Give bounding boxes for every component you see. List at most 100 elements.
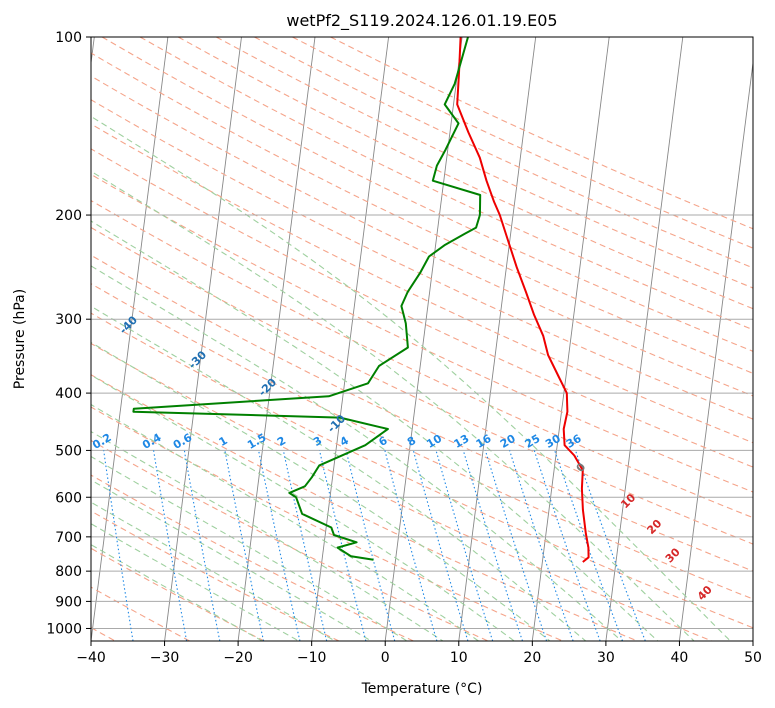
y-axis-label: Pressure (hPa) (12, 289, 28, 389)
dry-adiabat-line (91, 99, 753, 420)
moist-adiabat-line (91, 170, 695, 641)
dry-adiabat-line (91, 510, 340, 641)
moist-adiabat-line (91, 501, 337, 641)
moist-adiabat-line (91, 305, 587, 641)
moist-adiabat-line (91, 341, 551, 641)
mixing-ratio-label: 8 (405, 434, 418, 449)
dry-adiabat-line (91, 547, 265, 641)
isotherm-label: -20 (256, 376, 279, 399)
mixing-ratio-label: 10 (424, 432, 444, 451)
x-tick-label: −40 (76, 650, 106, 666)
y-tick-label: 200 (55, 208, 82, 224)
isotherm-line (91, 37, 169, 641)
dry-adiabat-line (91, 342, 713, 641)
isotherm-line (752, 637, 753, 641)
isotherm-line (531, 37, 610, 641)
mixing-ratio-label: 20 (498, 432, 518, 451)
moist-adiabat-line (91, 220, 659, 641)
dry-adiabat-line (91, 148, 753, 468)
y-axis-ticks: 100 200 300 400 500 600 700 800 900 1000 (46, 30, 91, 637)
dry-adiabat-line (91, 474, 414, 641)
mixing-ratio-label: 4 (338, 434, 351, 449)
mixing-ratio-line (183, 450, 221, 641)
mixing-ratio-label: 6 (377, 434, 390, 449)
y-tick-label: 700 (55, 530, 82, 546)
y-tick-label: 500 (55, 443, 82, 459)
x-tick-label: 50 (744, 650, 762, 666)
moist-adiabat-line (91, 115, 732, 641)
isotherm-label: -10 (325, 412, 348, 435)
dry-adiabat-line (91, 52, 753, 374)
dry-adiabat-line (91, 123, 753, 444)
mixing-ratio-line (435, 450, 494, 641)
mixing-ratio-label: 0.2 (90, 431, 113, 452)
y-tick-label: 600 (55, 490, 82, 506)
isotherm-line (91, 37, 95, 67)
mixing-ratio-label: 2 (275, 434, 288, 449)
mixing-ratio-line (282, 450, 328, 641)
x-tick-label: 30 (597, 650, 615, 666)
adiabat-label: 10 (618, 491, 638, 511)
x-tick-label: 0 (381, 650, 390, 666)
mixing-ratio-line (318, 450, 367, 641)
dry-adiabat-line (254, 37, 753, 269)
y-tick-label: 300 (55, 312, 82, 328)
mixing-ratio-lines (103, 450, 646, 641)
moist-adiabat-line (91, 403, 480, 641)
x-tick-label: 10 (450, 650, 468, 666)
background-lines (91, 37, 753, 641)
mixing-ratio-label: 30 (543, 432, 563, 451)
x-tick-label: −30 (150, 650, 180, 666)
y-tick-label: 100 (55, 30, 82, 46)
dry-adiabat-line (101, 37, 753, 352)
dry-adiabat-line (91, 406, 563, 641)
isotherm-line (164, 37, 242, 641)
sounding-series (132, 37, 590, 563)
x-tick-label: −10 (297, 650, 327, 666)
moist-adiabat-line (91, 374, 516, 641)
moist-adiabat-line (91, 430, 444, 641)
dry-adiabat-line (91, 199, 753, 519)
dry-adiabat-line (216, 37, 753, 289)
y-tick-label: 800 (55, 564, 82, 580)
isotherm-line (605, 37, 684, 641)
temperature-profile (456, 37, 590, 563)
pressure-gridlines (91, 37, 753, 629)
adiabat-label: 40 (695, 583, 715, 603)
mixing-ratio-label: 25 (523, 432, 543, 451)
dry-adiabat-line (91, 226, 753, 545)
dry-adiabat-line (91, 283, 753, 600)
dry-adiabat-line (139, 37, 753, 331)
moist-adiabat-line (91, 544, 264, 641)
isotherm-line (458, 37, 537, 641)
mixing-ratio-label: 3 (311, 434, 324, 449)
chart-title: wetPf2_S119.2024.126.01.19.E05 (286, 11, 557, 31)
mixing-ratio-label: 13 (452, 432, 472, 451)
dry-adiabat-line (91, 75, 753, 397)
dry-adiabat-line (91, 254, 753, 572)
x-tick-label: −20 (223, 650, 253, 666)
isotherm-line (384, 37, 463, 641)
mixing-ratio-line (462, 450, 524, 641)
mixing-ratio-line (224, 450, 265, 641)
mixing-ratio-label: 16 (474, 432, 494, 451)
y-tick-label: 900 (55, 594, 82, 610)
x-axis-ticks: −40 −30 −20 −10 0 10 20 30 40 50 (76, 641, 762, 666)
mixing-ratio-line (509, 450, 574, 641)
mixing-ratio-line (484, 450, 548, 641)
x-axis-label: Temperature (°C) (361, 681, 483, 697)
moist-adiabat-line (91, 479, 373, 641)
mixing-ratio-label: 0.4 (140, 431, 164, 452)
dry-adiabat-line (91, 312, 753, 629)
mixing-ratio-line (554, 450, 624, 641)
mixing-ratio-label: 1.5 (245, 431, 268, 452)
plot-frame (90, 36, 754, 642)
isotherm-label: -40 (117, 313, 140, 336)
x-tick-label: 40 (671, 650, 689, 666)
adiabat-label: 30 (663, 545, 683, 565)
mixing-ratio-label: 1 (217, 434, 230, 449)
isotherm-line (678, 59, 753, 641)
mixing-ratio-line (258, 450, 301, 641)
moist-adiabat-line (91, 523, 300, 641)
